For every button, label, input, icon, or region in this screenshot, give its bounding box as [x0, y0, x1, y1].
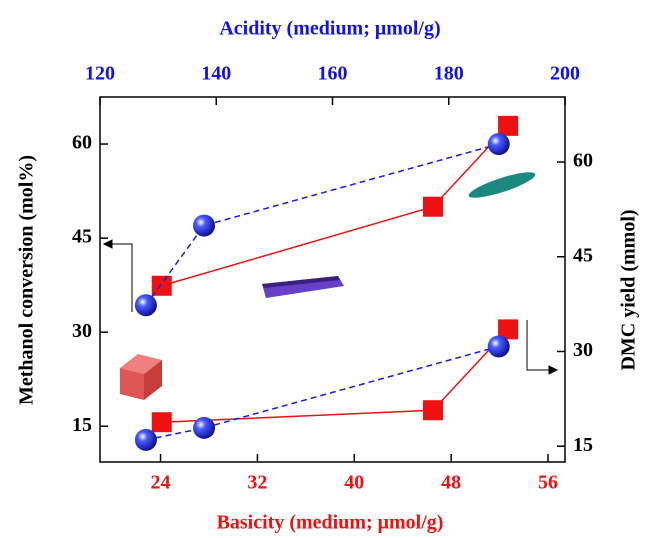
x2-tick-label: 200 — [550, 63, 580, 85]
sphere-marker — [193, 215, 215, 237]
rod-icon — [262, 276, 344, 298]
x2-tick-label: 180 — [434, 63, 464, 85]
y-tick-label: 45 — [72, 226, 92, 248]
cube-icon — [120, 354, 162, 400]
x2-tick-label: 160 — [318, 63, 348, 85]
sphere-marker — [135, 429, 157, 451]
x-axis-title: Basicity (medium; μmol/g) — [217, 512, 444, 534]
sphere-marker — [135, 294, 157, 316]
x-tick-label: 32 — [247, 472, 267, 494]
y2-tick-label: 45 — [573, 244, 593, 266]
sphere-marker — [488, 133, 510, 155]
x-tick-label: 40 — [344, 472, 364, 494]
x2-tick-label: 120 — [85, 63, 115, 85]
square-marker — [423, 197, 443, 217]
y2-tick-label: 60 — [573, 150, 593, 172]
page: {"chart_data": {"type": "line", "title":… — [0, 0, 647, 538]
chart: Acidity (medium; μmol/g) Basicity (mediu… — [0, 0, 647, 538]
series-line — [162, 329, 508, 422]
x2-tick-label: 140 — [201, 63, 231, 85]
axis-arrows — [104, 240, 557, 374]
y2-axis-title: DMC yield (mmol) — [618, 209, 640, 370]
y-axis-title: Methanol conversion (mol%) — [16, 155, 38, 405]
sphere-marker — [193, 417, 215, 439]
y2-tick-label: 30 — [573, 339, 593, 361]
x-tick-label: 24 — [151, 472, 171, 494]
x-tick-label: 48 — [441, 472, 461, 494]
y-tick-label: 15 — [72, 414, 92, 436]
square-marker — [498, 116, 518, 136]
sphere-marker — [488, 335, 510, 357]
y-tick-label: 60 — [72, 132, 92, 154]
square-marker — [423, 400, 443, 420]
top-axis-title: Acidity (medium; μmol/g) — [219, 18, 440, 40]
series-line — [162, 126, 508, 286]
square-marker — [152, 412, 172, 432]
y2-tick-label: 15 — [573, 434, 593, 456]
x-tick-label: 56 — [538, 472, 558, 494]
y-tick-label: 30 — [72, 320, 92, 342]
ellipse-icon — [467, 168, 538, 203]
